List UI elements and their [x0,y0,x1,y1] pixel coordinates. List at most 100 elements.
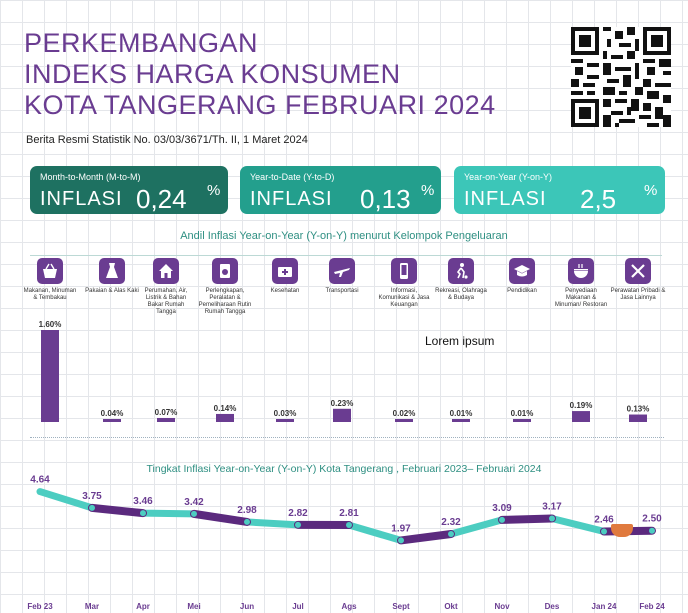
point-2 [140,510,146,517]
month-label-5: Jul [292,602,304,611]
phone-icon [391,258,417,284]
category-label: Pendidikan [507,288,537,294]
category-clothing: Pakaian & Alas Kaki [84,258,140,295]
card-inflasi-yoy: Year-on-Year (Y-on-Y) INFLASI 2,5 % [454,166,665,214]
point-label-3: 3.42 [184,497,204,508]
placeholder-note: Lorem ipsum [425,334,495,348]
card-label: INFLASI [464,188,547,210]
month-label-0: Feb 23 [27,602,53,611]
bar-label-1: 0.04% [101,409,124,418]
point-label-7: 1.97 [391,523,411,534]
month-label-11: Jan 24 [592,602,617,611]
yoy-line-chart: 4.64 Feb 23 3.75 Mar 3.46 Apr 3.42 Mei 2.98 Jun 2.… [27,475,665,611]
bar-label-7: 0.01% [450,409,473,418]
point-label-0: 4.64 [30,475,50,486]
point-label-12: 2.50 [642,514,662,525]
highlight-segment-0 [88,503,147,518]
category-food: Makanan, Minuman & Tembakau [22,258,78,302]
point-label-10: 3.17 [542,501,562,512]
line-chart-title: Tingkat Inflasi Year-on-Year (Y-on-Y) Ko… [146,463,542,475]
point-1 [89,504,95,511]
category-label: Rekreasi, Olahraga & Budaya [435,288,487,301]
appliance-icon [212,258,238,284]
airplane-icon [329,258,355,284]
card-caption: Month-to-Month (M-to-M) [40,172,141,182]
category-health: Kesehatan [257,258,313,295]
category-label: Perawatan Pribadi & Jasa Lainnya [610,288,666,301]
bar-6 [395,419,413,422]
bar-0 [41,330,59,422]
point-label-9: 3.09 [492,503,512,514]
card-label: INFLASI [40,188,123,210]
andil-chart-title: Andil Inflasi Year-on-Year (Y-on-Y) menu… [180,230,508,242]
point-label-8: 2.32 [441,517,461,528]
month-label-3: Mei [187,602,200,611]
point-6 [346,522,352,529]
category-label: Kesehatan [270,288,300,294]
bar-3 [216,413,234,422]
title-line-2: INDEKS HARGA KONSUMEN [24,59,401,89]
category-personal-care: Perawatan Pribadi & Jasa Lainnya [610,258,666,302]
point-12 [649,527,655,534]
restaurant-icon [568,258,594,284]
bar-5 [333,408,351,422]
category-label: Perumahan, Air, Listrik & Bahan Bakar Ru… [144,288,188,315]
bar-label-0: 1.60% [39,320,62,329]
card-caption: Year-to-Date (Y-to-D) [250,172,335,182]
card-value: 2,5 [580,184,617,214]
point-10 [549,515,555,522]
basket-icon [37,258,63,284]
highlight-segment-4 [498,514,556,524]
andil-bar-chart: 1.60% 0.04% 0.07% 0.14% 0.03% 0.23% 0.02% 0.01%… [39,320,650,422]
bar-9 [572,411,590,422]
bar-label-5: 0.23% [331,399,354,408]
qr-code-icon[interactable] [571,27,671,127]
bar-2 [157,417,175,422]
point-9 [499,516,505,523]
category-transport: Transportasi [314,258,370,295]
month-label-7: Sept [392,602,410,611]
point-label-1: 3.75 [82,491,102,502]
release-subtitle: Berita Resmi Statistik No. 03/03/3671/Th… [26,134,308,146]
medical-kit-icon [272,258,298,284]
card-value: 0,13 [360,184,411,214]
category-label: Makanan, Minuman & Tembakau [23,288,77,301]
category-label: Perlengkapan, Peralatan & Pemeliharaan R… [198,288,252,315]
category-communication: Informasi, Komunikasi & Jasa Keuangan [376,258,432,309]
highlight-segment-3 [397,530,455,545]
category-label: Informasi, Komunikasi & Jasa Keuangan [378,288,430,308]
month-label-12: Feb 24 [639,602,665,611]
category-household: Perlengkapan, Peralatan & Pemeliharaan R… [197,258,253,316]
tools-icon [625,258,651,284]
category-housing: Perumahan, Air, Listrik & Bahan Bakar Ru… [138,258,194,316]
month-label-6: Ags [341,602,357,611]
month-label-10: Des [545,602,560,611]
month-label-9: Nov [494,602,510,611]
bar-label-10: 0.13% [627,405,650,414]
title-line-1: PERKEMBANGAN [24,28,259,58]
point-label-4: 2.98 [237,505,257,516]
point-8 [448,531,454,538]
point-7 [398,537,404,544]
bar-label-3: 0.14% [214,404,237,413]
category-education: Pendidikan [494,258,550,295]
section-divider [30,437,664,438]
point-5 [295,521,301,528]
point-label-11: 2.46 [594,514,614,525]
category-label: Pakaian & Alas Kaki [85,288,139,294]
category-divider [30,255,662,256]
category-restaurant: Penyediaan Makanan & Minuman/ Restoran [553,258,609,309]
graduation-cap-icon [509,258,535,284]
card-inflasi-mtm: Month-to-Month (M-to-M) INFLASI 0,24 % [30,166,228,214]
bar-label-4: 0.03% [274,409,297,418]
category-label: Transportasi [325,288,359,294]
point-label-2: 3.46 [133,496,153,507]
coffee-cup-icon [611,524,633,537]
bar-7 [452,419,470,422]
bar-label-6: 0.02% [393,409,416,418]
card-unit: % [644,182,658,199]
point-0 [37,488,43,495]
dress-icon [99,258,125,284]
month-label-2: Apr [136,602,150,611]
bar-label-9: 0.19% [570,401,593,410]
